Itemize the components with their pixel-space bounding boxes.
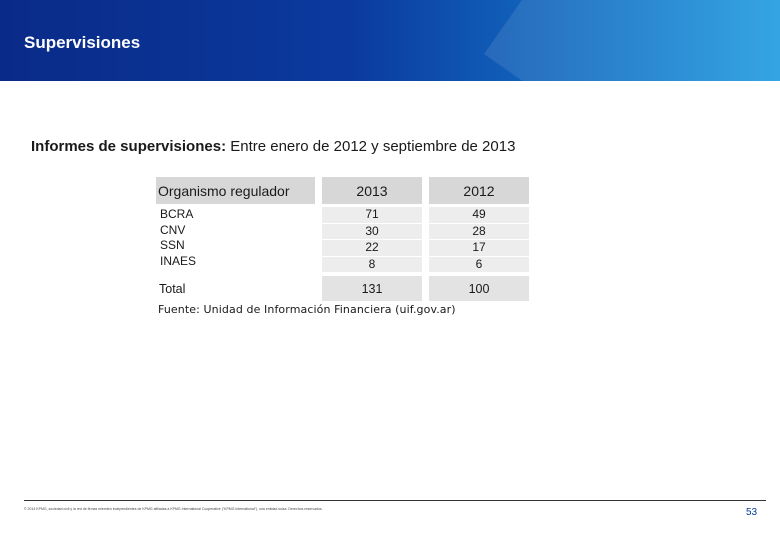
total-2012: 100 xyxy=(429,276,529,301)
subtitle-rest: Entre enero de 2012 y septiembre de 2013 xyxy=(226,138,516,155)
footer-legal-text: © 2014 KPMG, sociedad civil y la red de … xyxy=(24,507,323,511)
total-label: Total xyxy=(156,276,315,301)
org-column: BCRA CNV SSN INAES xyxy=(156,207,315,273)
header-2012: 2012 xyxy=(429,177,529,204)
table-cell-org: SSN xyxy=(160,238,185,252)
table-cell-2013: 8 xyxy=(322,257,422,273)
page-title: Supervisiones xyxy=(24,33,141,52)
table-cell-2012: 17 xyxy=(429,240,529,257)
header-banner: Supervisiones xyxy=(0,0,780,81)
table-total-row: Total 131 100 xyxy=(156,276,529,301)
total-2013: 131 xyxy=(322,276,422,301)
table-cell-org: CNV xyxy=(160,222,186,237)
footer-divider xyxy=(24,500,766,501)
supervision-table: Organismo regulador 2013 2012 BCRA CNV S… xyxy=(156,177,529,301)
table-cell-2013: 30 xyxy=(322,224,422,240)
page-number: 53 xyxy=(746,507,758,518)
subtitle-bold: Informes de supervisiones: xyxy=(31,138,227,155)
header-organismo: Organismo regulador xyxy=(156,177,315,204)
table-header-row: Organismo regulador 2013 2012 xyxy=(156,177,529,204)
source-note: Fuente: Unidad de Información Financiera… xyxy=(158,303,456,316)
table-cell-2012: 28 xyxy=(429,224,529,240)
section-subtitle: Informes de supervisiones: Entre enero d… xyxy=(31,138,515,155)
table-cell-2012: 6 xyxy=(429,257,529,273)
header-2013: 2013 xyxy=(322,177,422,204)
table-body-row: BCRA CNV SSN INAES 71 30 22 8 49 28 17 6 xyxy=(156,207,529,273)
table-cell-org: BCRA xyxy=(160,207,194,221)
table-cell-2013: 22 xyxy=(322,240,422,257)
column-2012: 49 28 17 6 xyxy=(429,207,529,273)
column-2013: 71 30 22 8 xyxy=(322,207,422,273)
table-cell-2013: 71 xyxy=(322,207,422,224)
table-cell-org: INAES xyxy=(160,253,197,268)
banner-accent-shape xyxy=(484,0,780,81)
table-cell-2012: 49 xyxy=(429,207,529,224)
